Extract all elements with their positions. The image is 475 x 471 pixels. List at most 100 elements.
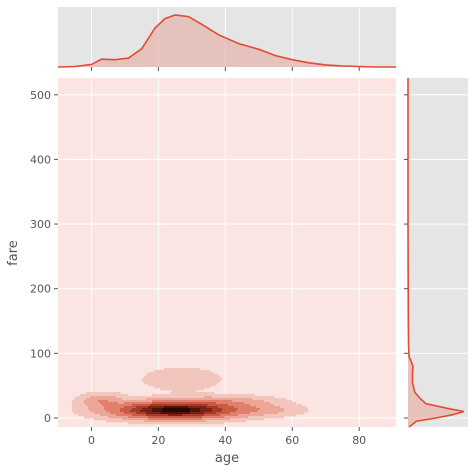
kde-cell bbox=[118, 394, 121, 397]
kde-cell bbox=[270, 400, 273, 403]
kde-cell bbox=[164, 416, 167, 419]
kde-cell bbox=[184, 404, 187, 407]
kde-cell bbox=[176, 394, 179, 397]
kde-cell bbox=[102, 404, 105, 407]
kde-cell bbox=[234, 400, 237, 403]
kde-cell bbox=[84, 396, 87, 399]
kde-cell bbox=[84, 398, 87, 401]
kde-cell bbox=[116, 408, 119, 411]
kde-cell bbox=[194, 368, 197, 371]
kde-cell bbox=[272, 408, 275, 411]
kde-cell bbox=[192, 420, 195, 423]
kde-cell bbox=[142, 410, 145, 413]
kde-cell bbox=[218, 380, 221, 383]
kde-cell bbox=[200, 382, 203, 385]
kde-cell bbox=[186, 390, 189, 393]
kde-cell bbox=[168, 418, 171, 421]
kde-cell bbox=[210, 412, 213, 415]
kde-cell bbox=[294, 402, 297, 405]
kde-cell bbox=[252, 414, 255, 417]
kde-cell bbox=[186, 406, 189, 409]
kde-cell bbox=[174, 406, 177, 409]
kde-cell bbox=[160, 374, 163, 377]
kde-cell bbox=[230, 394, 233, 397]
kde-cell bbox=[166, 372, 169, 375]
kde-cell bbox=[212, 394, 215, 397]
kde-cell bbox=[212, 418, 215, 421]
kde-cell bbox=[244, 416, 247, 419]
kde-cell bbox=[128, 416, 131, 419]
kde-cell bbox=[232, 410, 235, 413]
kde-cell bbox=[172, 386, 175, 389]
kde-cell bbox=[202, 402, 205, 405]
kde-cell bbox=[134, 422, 137, 425]
kde-cell bbox=[210, 384, 213, 387]
kde-cell bbox=[92, 394, 95, 397]
kde-cell bbox=[86, 404, 89, 407]
kde-cell bbox=[128, 418, 131, 421]
kde-cell bbox=[200, 406, 203, 409]
kde-cell bbox=[148, 378, 151, 381]
kde-cell bbox=[198, 386, 201, 389]
kde-cell bbox=[110, 416, 113, 419]
kde-cell bbox=[248, 396, 251, 399]
kde-cell bbox=[160, 404, 163, 407]
kde-cell bbox=[250, 416, 253, 419]
kde-cell bbox=[194, 404, 197, 407]
kde-cell bbox=[174, 404, 177, 407]
kde-cell bbox=[164, 412, 167, 415]
kde-cell bbox=[146, 418, 149, 421]
kde-cell bbox=[222, 394, 225, 397]
kde-cell bbox=[230, 408, 233, 411]
kde-cell bbox=[208, 382, 211, 385]
kde-cell bbox=[244, 412, 247, 415]
kde-cell bbox=[148, 376, 151, 379]
kde-cell bbox=[184, 410, 187, 413]
kde-cell bbox=[96, 404, 99, 407]
kde-cell bbox=[250, 398, 253, 401]
kde-cell bbox=[176, 400, 179, 403]
kde-cell bbox=[188, 420, 191, 423]
kde-cell bbox=[200, 420, 203, 423]
kde-cell bbox=[186, 410, 189, 413]
kde-cell bbox=[82, 408, 85, 411]
kde-cell bbox=[168, 384, 171, 387]
kde-cell bbox=[148, 404, 151, 407]
kde-cell bbox=[184, 368, 187, 371]
kde-cell bbox=[276, 412, 279, 415]
kde-cell bbox=[198, 396, 201, 399]
kde-cell bbox=[228, 410, 231, 413]
kde-cell bbox=[80, 398, 83, 401]
kde-cell bbox=[86, 396, 89, 399]
kde-cell bbox=[172, 406, 175, 409]
kde-cell bbox=[258, 406, 261, 409]
kde-cell bbox=[244, 414, 247, 417]
kde-cell bbox=[242, 396, 245, 399]
kde-cell bbox=[248, 418, 251, 421]
kde-cell bbox=[170, 386, 173, 389]
kde-cell bbox=[218, 394, 221, 397]
kde-cell bbox=[170, 420, 173, 423]
kde-cell bbox=[152, 410, 155, 413]
kde-cell bbox=[190, 408, 193, 411]
kde-cell bbox=[170, 418, 173, 421]
kde-cell bbox=[164, 380, 167, 383]
kde-cell bbox=[208, 406, 211, 409]
kde-cell bbox=[158, 372, 161, 375]
kde-cell bbox=[208, 412, 211, 415]
kde-cell bbox=[148, 412, 151, 415]
kde-cell bbox=[206, 416, 209, 419]
kde-cell bbox=[198, 406, 201, 409]
kde-cell bbox=[196, 382, 199, 385]
kde-cell bbox=[114, 392, 117, 395]
kde-cell bbox=[142, 402, 145, 405]
kde-cell bbox=[96, 392, 99, 395]
kde-cell bbox=[184, 384, 187, 387]
kde-cell bbox=[280, 398, 283, 401]
kde-cell bbox=[236, 398, 239, 401]
kde-cell bbox=[224, 414, 227, 417]
kde-cell bbox=[192, 390, 195, 393]
kde-cell bbox=[212, 400, 215, 403]
kde-cell bbox=[236, 412, 239, 415]
